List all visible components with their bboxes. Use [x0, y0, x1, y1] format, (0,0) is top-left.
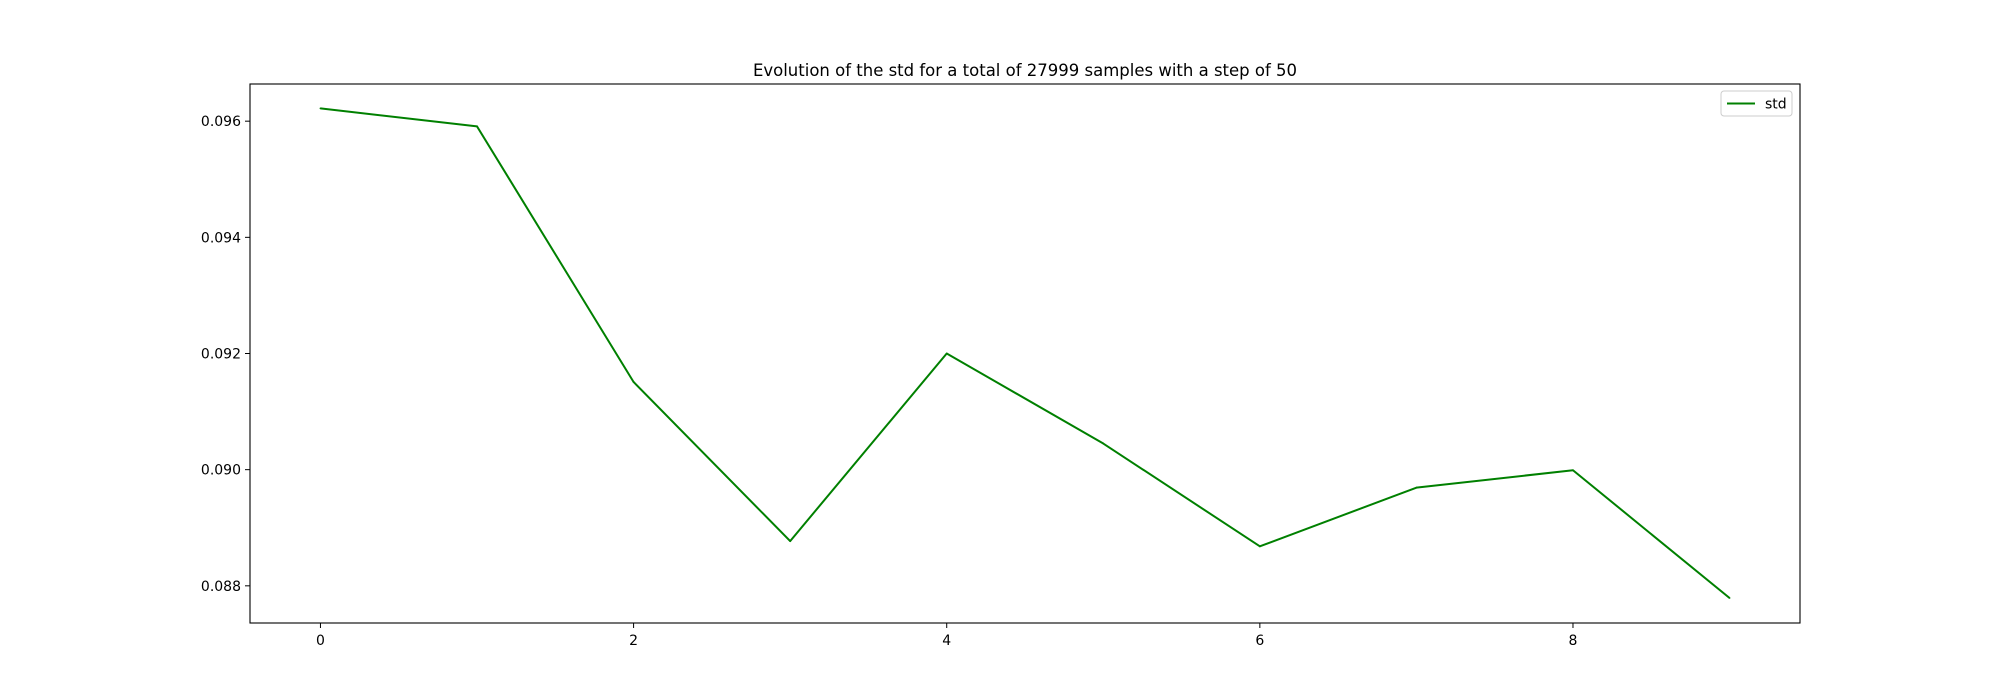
data-point: [1258, 545, 1261, 548]
x-tick-label: 2: [629, 633, 638, 649]
y-tick-label: 0.090: [201, 463, 241, 479]
x-tick-label: 4: [942, 633, 951, 649]
data-point: [945, 352, 948, 355]
y-tick-label: 0.092: [201, 347, 241, 363]
plot-area: [249, 83, 1801, 624]
legend-label: std: [1765, 97, 1787, 113]
data-point: [632, 381, 635, 383]
y-tick-label: 0.094: [201, 230, 241, 246]
data-point: [789, 540, 792, 543]
y-tick-label: 0.088: [201, 579, 241, 595]
y-tick-label: 0.096: [201, 114, 241, 130]
data-point: [476, 125, 478, 128]
data-point: [319, 107, 322, 110]
legend: std: [1720, 90, 1793, 117]
series-layer: [319, 107, 1731, 599]
x-tick-label: 0: [316, 633, 325, 649]
data-point: [1102, 442, 1105, 445]
x-tick-label: 8: [1569, 633, 1578, 649]
legend-box: [1720, 90, 1793, 117]
data-point: [1728, 597, 1731, 599]
chart-title: Evolution of the std for a total of 2799…: [753, 61, 1297, 80]
x-axis: 0 2 4 6 8: [316, 623, 1577, 649]
series-line-std: [320, 107, 1731, 599]
x-tick-label: 6: [1255, 633, 1264, 649]
y-axis: 0.088 0.090 0.092 0.094 0.096: [201, 114, 250, 595]
data-point: [1572, 469, 1574, 472]
plot-frame: [249, 83, 1801, 624]
data-point: [1415, 486, 1418, 489]
